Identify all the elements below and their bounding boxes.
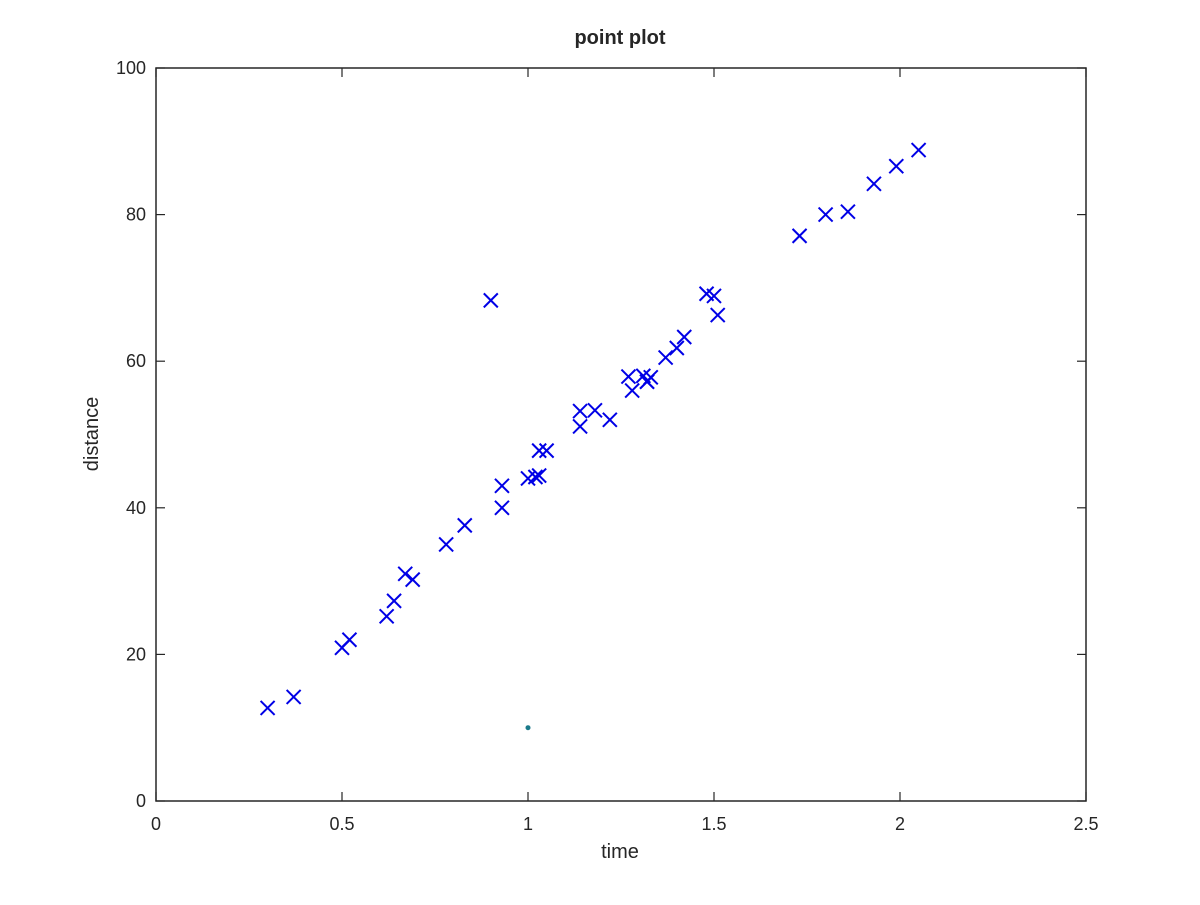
data-point-x-marker [587, 402, 603, 419]
data-point-x-marker [840, 203, 856, 220]
data-point-x-marker [791, 228, 808, 244]
data-point-x-marker [378, 608, 395, 624]
data-point-x-marker [657, 349, 674, 366]
data-point-x-marker [624, 382, 640, 399]
data-point-x-marker [572, 418, 588, 435]
x-tick-label: 2.5 [1073, 814, 1098, 834]
data-point-x-marker [910, 142, 927, 158]
chart-title: point plot [574, 27, 665, 49]
x-axis-label: time [601, 841, 639, 863]
data-point-x-marker [438, 536, 454, 553]
data-point-x-marker [386, 593, 402, 609]
data-point-x-marker [706, 288, 722, 304]
x-tick-label: 1 [523, 814, 533, 834]
y-tick-label: 60 [126, 351, 146, 371]
y-tick-label: 100 [116, 58, 146, 78]
data-point-x-marker [620, 368, 637, 385]
y-tick-label: 20 [126, 644, 146, 664]
data-points [259, 142, 927, 731]
data-point-x-marker [710, 307, 726, 323]
data-point-dot [525, 725, 531, 731]
data-point-x-marker [866, 176, 882, 192]
data-point-x-marker [572, 403, 588, 419]
data-point-x-marker [531, 442, 547, 459]
data-point-x-marker [404, 571, 421, 588]
data-point-x-marker [341, 632, 358, 648]
data-point-x-marker [602, 412, 618, 428]
x-tick-label: 0 [151, 814, 161, 834]
tick-labels: 0 0.5 1 1.5 2 2.5 0 20 40 60 80 100 [116, 58, 1099, 834]
data-point-x-marker [494, 478, 510, 494]
data-point-x-marker [285, 689, 302, 705]
y-axis-label: distance [81, 397, 103, 472]
data-point-x-marker [531, 467, 547, 484]
data-point-x-marker [643, 369, 659, 386]
x-tick-label: 2 [895, 814, 905, 834]
y-tick-label: 0 [136, 791, 146, 811]
data-point-x-marker [888, 158, 904, 174]
x-tick-label: 1.5 [701, 814, 726, 834]
x-tick-label: 0.5 [329, 814, 354, 834]
data-point-x-marker [817, 206, 834, 223]
data-point-x-marker [397, 566, 413, 582]
data-point-x-marker [538, 442, 555, 459]
data-point-x-marker [669, 340, 685, 356]
data-point-x-marker [494, 500, 510, 516]
axes-box [155, 67, 1087, 802]
plot-area [156, 68, 1086, 801]
data-point-x-marker [527, 469, 544, 485]
data-point-x-marker [676, 329, 692, 345]
data-point-x-marker [259, 700, 276, 716]
data-point-x-marker [483, 292, 499, 309]
data-point-x-marker [457, 517, 473, 534]
y-tick-label: 80 [126, 205, 146, 225]
y-tick-label: 40 [126, 498, 146, 518]
